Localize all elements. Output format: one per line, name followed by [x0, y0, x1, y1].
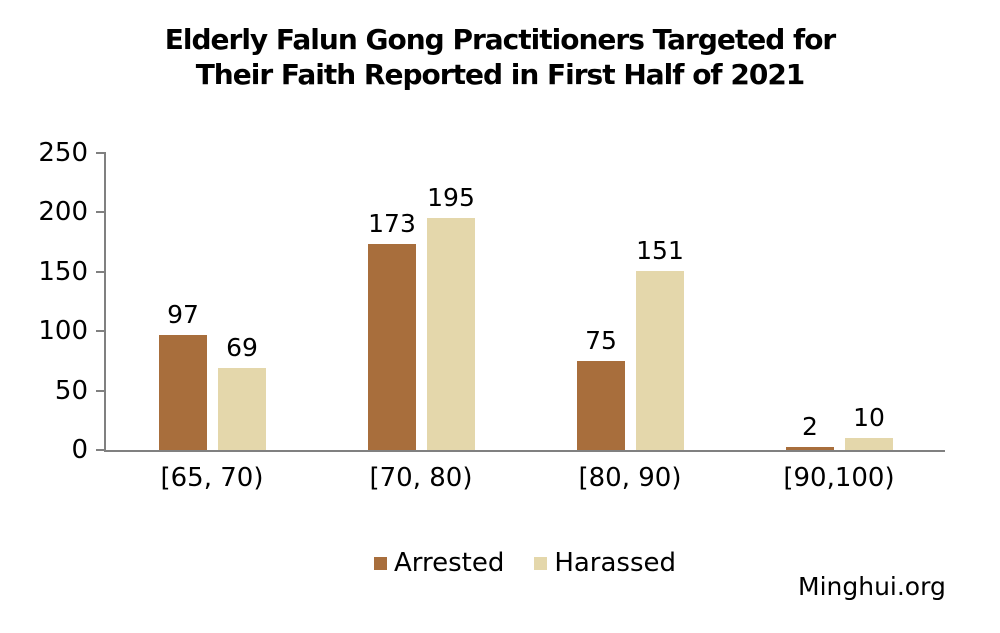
legend-item-arrested: Arrested — [373, 548, 505, 578]
legend-label: Harassed — [554, 548, 677, 578]
chart-legend: Arrested Harassed — [105, 548, 945, 578]
chart-title-line-2: Their Faith Reported in First Half of 20… — [195, 58, 806, 91]
y-axis-tick-label: 50 — [54, 376, 88, 406]
bar-value-label: 69 — [226, 333, 258, 362]
x-axis-category-label: [65, 70) — [160, 463, 264, 493]
y-axis-tick — [96, 152, 105, 154]
y-axis-tick-label: 0 — [71, 435, 88, 465]
y-axis-tick-label: 100 — [38, 316, 88, 346]
bar-harassed-1 — [427, 218, 475, 450]
legend-item-harassed: Harassed — [534, 548, 676, 578]
bar-arrested-1 — [368, 244, 416, 450]
y-axis-tick-label: 150 — [38, 257, 88, 287]
bar-harassed-3 — [845, 438, 893, 450]
x-axis-category-label: [90,100) — [783, 463, 895, 493]
bar-harassed-2 — [636, 271, 684, 450]
bar-value-label: 10 — [853, 403, 885, 432]
y-axis-tick-label: 200 — [38, 197, 88, 227]
bar-value-label: 195 — [427, 183, 475, 212]
y-axis-tick — [96, 449, 105, 451]
source-watermark: Minghui.org — [798, 572, 946, 601]
bar-harassed-0 — [218, 368, 266, 450]
bar-value-label: 151 — [636, 236, 684, 265]
y-axis-tick — [96, 271, 105, 273]
y-axis-tick — [96, 390, 105, 392]
legend-label: Arrested — [393, 548, 505, 578]
legend-swatch-icon — [534, 556, 548, 570]
x-axis-line — [104, 450, 945, 452]
y-axis-tick — [96, 330, 105, 332]
bar-value-label: 97 — [167, 300, 199, 329]
bar-arrested-0 — [159, 335, 207, 450]
y-axis-tick — [96, 211, 105, 213]
bar-value-label: 2 — [802, 412, 818, 441]
chart-title: Elderly Falun Gong Practitioners Targete… — [0, 22, 1000, 92]
y-axis-tick-label: 250 — [38, 138, 88, 168]
y-axis-line — [104, 152, 106, 452]
chart-title-line-1: Elderly Falun Gong Practitioners Targete… — [164, 23, 837, 56]
bar-value-label: 173 — [368, 209, 416, 238]
bar-value-label: 75 — [585, 326, 617, 355]
x-axis-category-label: [70, 80) — [369, 463, 473, 493]
bar-arrested-2 — [577, 361, 625, 450]
bar-arrested-3 — [786, 447, 834, 450]
x-axis-category-label: [80, 90) — [578, 463, 682, 493]
legend-swatch-icon — [373, 556, 387, 570]
